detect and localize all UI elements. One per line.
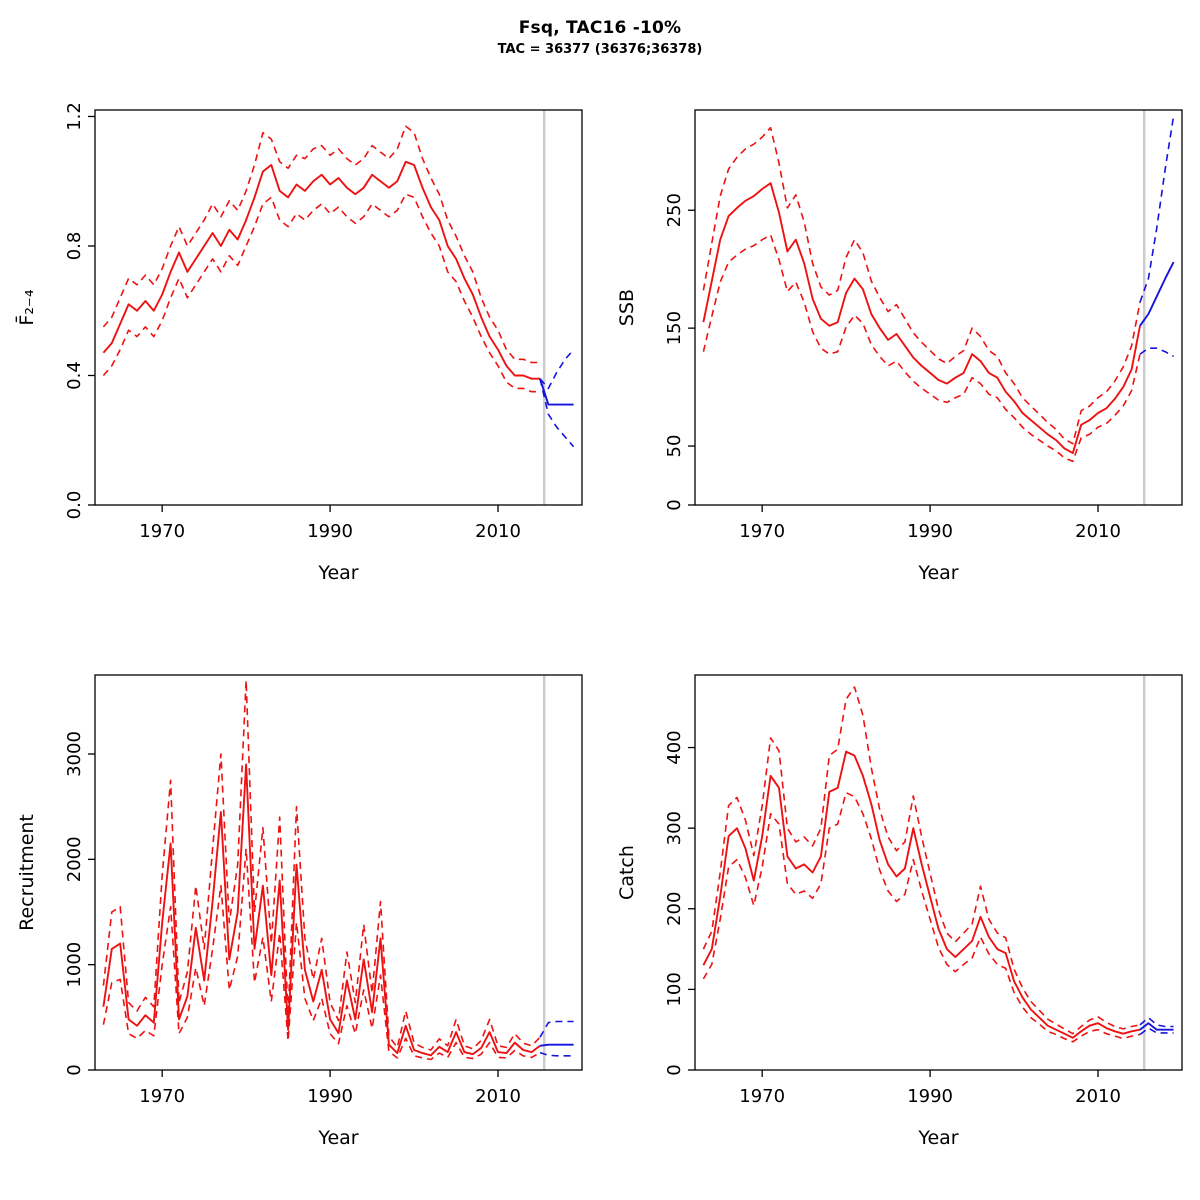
catch-plot: 1970 1990 2010 0 100 200 300 400 Year Catch [616, 674, 1183, 1149]
recruitment-historical-median-line [102, 763, 541, 1057]
x-tick-label: 2010 [475, 1086, 521, 1107]
y-tick-label: 3000 [64, 731, 85, 777]
figure-header: Fsq, TAC16 -10% TAC = 36377 (36376;36378… [0, 0, 1200, 70]
y-axis-label: Recruitment [16, 814, 38, 931]
y-tick-label: 50 [664, 435, 685, 458]
x-axis-label: Year [317, 1127, 358, 1149]
plot-box [94, 674, 583, 1071]
x-tick-label: 2010 [1075, 1086, 1121, 1107]
plot-box [694, 109, 1183, 506]
ssb-historical-median-line [702, 182, 1141, 455]
ssb-historical-lower-line [702, 234, 1141, 463]
y-tick-label: 0 [664, 1064, 685, 1075]
y-tick-label: 400 [664, 730, 685, 764]
ssb-projection-median-line [1139, 261, 1175, 327]
fishing-mortality-historical-upper-line [102, 125, 540, 364]
x-tick-label: 1990 [907, 1086, 953, 1107]
y-tick-label: 0.4 [64, 361, 85, 390]
figure-subtitle: TAC = 36377 (36376;36378) [497, 42, 703, 57]
x-tick-label: 1970 [139, 1086, 185, 1107]
y-tick-label: 300 [664, 811, 685, 845]
recruitment-projection-median-line [539, 1043, 574, 1047]
x-tick-label: 1990 [307, 1086, 353, 1107]
recruitment-projection-lower-line [539, 1051, 574, 1057]
ssb-projection-upper-line [1139, 115, 1175, 303]
recruitment-plot: 1970 1990 2010 0 1000 2000 3000 Year Recruitment [16, 674, 583, 1149]
y-axis-label: F̄₂₋₄ [14, 289, 38, 326]
y-tick-label: 1.2 [64, 102, 85, 131]
fbar-plot: 1970 1990 2010 0.0 0.4 0.8 1.2 Year F̄₂₋₄ [14, 102, 583, 584]
x-tick-label: 1970 [739, 521, 785, 542]
figure-title: Fsq, TAC16 -10% [518, 18, 682, 38]
x-tick-label: 1970 [739, 1086, 785, 1107]
fishing-mortality-projection-upper-line [539, 349, 575, 390]
x-tick-label: 1970 [139, 521, 185, 542]
plot-box [94, 109, 583, 506]
x-tick-label: 2010 [1075, 521, 1121, 542]
plot-box [694, 674, 1183, 1071]
x-axis-label: Year [317, 562, 358, 584]
recruitment-historical-lower-line [102, 848, 541, 1061]
x-axis-label: Year [917, 562, 958, 584]
fishing-mortality-historical-median-line [102, 160, 540, 380]
catch-historical-median-line [702, 750, 1141, 1039]
ssb-projection-lower-line [1139, 347, 1174, 358]
x-tick-label: 2010 [475, 521, 521, 542]
y-tick-label: 2000 [64, 836, 85, 882]
y-tick-label: 0 [664, 499, 685, 510]
y-tick-label: 0.0 [64, 491, 85, 520]
fishing-mortality-projection-lower-line [539, 378, 575, 448]
catch-historical-lower-line [702, 791, 1141, 1043]
y-tick-label: 1000 [64, 942, 85, 988]
ssb-plot: 1970 1990 2010 0 50 150 250 Year SSB [616, 109, 1183, 584]
x-tick-label: 1990 [907, 521, 953, 542]
y-axis-label: SSB [616, 289, 638, 326]
fishing-mortality-projection-median-line [539, 378, 574, 406]
y-tick-label: 0.8 [64, 232, 85, 261]
y-tick-label: 0 [64, 1064, 85, 1075]
y-tick-label: 100 [664, 972, 685, 1006]
x-axis-label: Year [917, 1127, 958, 1149]
y-tick-label: 250 [664, 193, 685, 227]
recruitment-historical-upper-line [102, 679, 541, 1051]
ssb-historical-upper-line [702, 126, 1141, 445]
recruitment-projection-upper-line [539, 1020, 574, 1038]
y-axis-label: Catch [616, 845, 638, 900]
y-tick-label: 200 [664, 892, 685, 926]
x-tick-label: 1990 [307, 521, 353, 542]
panel-grid: 1970 1990 2010 0.0 0.4 0.8 1.2 Year F̄₂₋₄ 1970 19… [0, 70, 1200, 1200]
y-tick-label: 150 [664, 311, 685, 345]
catch-projection-median-line [1139, 1022, 1174, 1031]
fishing-mortality-historical-lower-line [102, 193, 540, 393]
